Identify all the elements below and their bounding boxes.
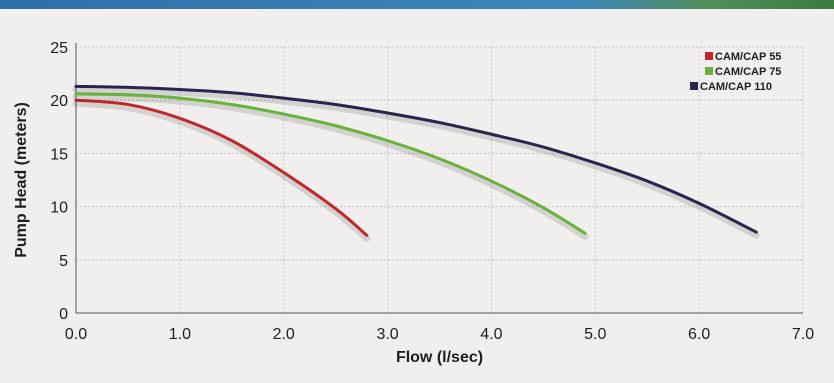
y-tick-label: 0 xyxy=(59,306,68,323)
series-shadow xyxy=(72,93,589,240)
series-line-3 xyxy=(74,84,758,234)
header-photo-strip xyxy=(0,0,834,9)
y-tick-label: 15 xyxy=(50,146,68,163)
legend-swatch xyxy=(705,67,713,75)
legend-label: CAM/CAP 75 xyxy=(715,66,781,78)
legend-label: CAM/CAP 55 xyxy=(715,51,781,63)
y-tick-label: 10 xyxy=(50,200,68,217)
x-tick-label: 2.0 xyxy=(273,326,295,343)
y-axis-title: Pump Head (meters) xyxy=(13,102,30,258)
x-tick-label: 4.0 xyxy=(480,326,502,343)
series-lines xyxy=(72,84,760,242)
x-tick-label: 7.0 xyxy=(792,326,814,343)
legend-label: CAM/CAP 110 xyxy=(700,81,772,93)
x-tick-label: 0.0 xyxy=(65,326,87,343)
x-axis-title: Flow (l/sec) xyxy=(396,349,483,366)
x-tick-label: 6.0 xyxy=(688,326,710,343)
y-tick-label: 20 xyxy=(50,93,68,110)
series-shadow xyxy=(72,99,371,242)
legend-swatch xyxy=(690,82,698,90)
axes: 0 5 10 15 20 25 0.0 1.0 2.0 3.0 4.0 5.0 6.0 7.0 xyxy=(50,40,814,343)
y-tick-label: 25 xyxy=(50,40,68,57)
x-tick-label: 3.0 xyxy=(376,326,398,343)
series-line-2 xyxy=(74,92,587,235)
x-tick-label: 1.0 xyxy=(169,326,191,343)
y-tick-label: 5 xyxy=(59,253,68,270)
legend: CAM/CAP 55 CAM/CAP 75 CAM/CAP 110 xyxy=(690,51,781,93)
legend-swatch xyxy=(705,52,713,60)
series-shadow xyxy=(72,85,760,239)
series-line-1 xyxy=(74,98,369,237)
x-tick-label: 5.0 xyxy=(584,326,606,343)
